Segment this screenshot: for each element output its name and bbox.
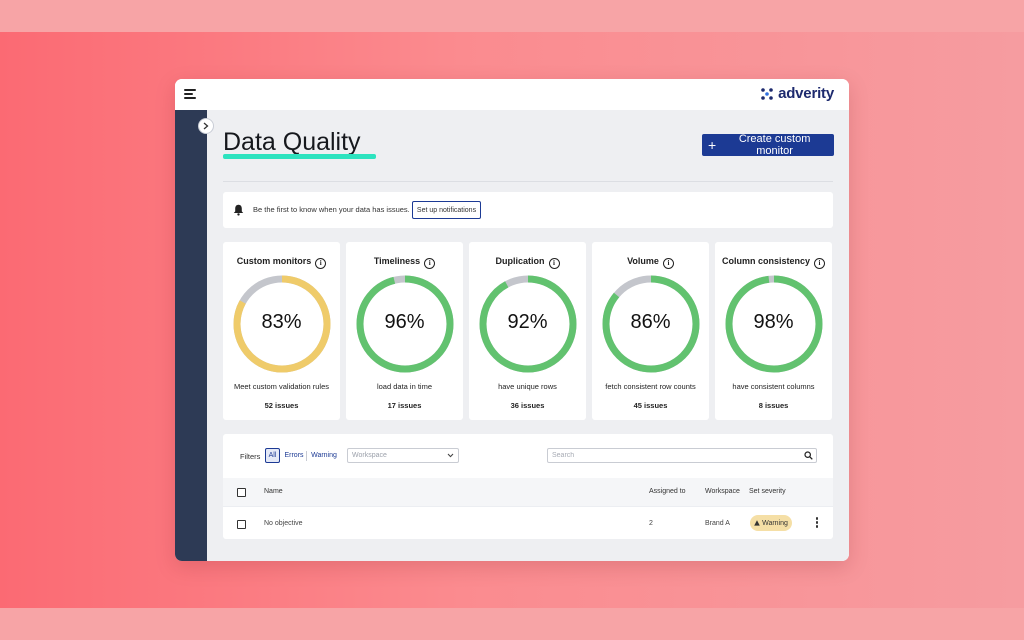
background-band-top — [0, 0, 1024, 32]
metric-cards: Custom monitors i 83% Meet custom validat… — [223, 242, 833, 420]
progress-ring-fill — [356, 275, 454, 373]
notification-banner: Be the first to know when your data has … — [223, 192, 833, 228]
create-custom-monitor-button[interactable]: + Create custom monitor — [702, 133, 834, 157]
progress-ring — [356, 275, 454, 373]
filter-separator — [306, 451, 307, 461]
info-icon[interactable]: i — [662, 258, 674, 269]
progress-ring — [725, 275, 823, 373]
metric-card-custom-monitors[interactable]: Custom monitors i 83% Meet custom validat… — [223, 242, 340, 420]
sidebar — [175, 110, 207, 561]
title-underline — [223, 154, 376, 159]
progress-ring — [602, 275, 700, 373]
monitors-table-panel: Filters All Errors Warning Workspace Nam… — [223, 434, 833, 539]
column-header-set-severity[interactable]: Set severity — [749, 488, 786, 495]
severity-label: Warning — [762, 519, 788, 527]
metric-description: have consistent columns — [732, 382, 815, 391]
metric-description: fetch consistent row counts — [605, 382, 696, 391]
metric-title: Column consistency i — [715, 256, 832, 269]
background-band-bottom — [0, 608, 1024, 640]
app-window: adverity Data Quality + Create custom mo… — [175, 79, 849, 561]
warning-triangle-icon — [754, 520, 760, 526]
row-name: No objective — [264, 520, 303, 527]
brand-logo: adverity — [760, 85, 834, 102]
metric-title: Timeliness i — [346, 256, 463, 269]
row-assigned-to: 2 — [649, 520, 653, 527]
filter-errors[interactable]: Errors — [284, 452, 304, 459]
metric-description: have unique rows — [498, 382, 557, 391]
progress-ring-fill — [479, 275, 577, 373]
progress-ring-fill — [725, 275, 823, 373]
notification-text: Be the first to know when your data has … — [253, 205, 410, 214]
progress-ring-fill — [233, 275, 331, 373]
column-header-assigned-to[interactable]: Assigned to — [649, 488, 686, 495]
divider — [223, 181, 833, 182]
sidebar-expand-button[interactable] — [198, 118, 214, 134]
row-checkbox[interactable] — [237, 520, 246, 529]
progress-ring — [233, 275, 331, 373]
metric-card-timeliness[interactable]: Timeliness i 96% load data in time 17 iss… — [346, 242, 463, 420]
metric-card-column-consistency[interactable]: Column consistency i 98% have consistent … — [715, 242, 832, 420]
metric-title: Custom monitors i — [223, 256, 340, 269]
filter-warning[interactable]: Warning — [311, 452, 337, 459]
metric-issues-count[interactable]: 52 issues — [264, 401, 299, 410]
progress-ring-fill — [602, 275, 700, 373]
page-title: Data Quality — [223, 128, 361, 156]
info-icon[interactable]: i — [548, 258, 560, 269]
hamburger-menu-icon[interactable] — [184, 89, 196, 99]
metric-issues-count[interactable]: 17 issues — [387, 401, 422, 410]
metric-issues-count[interactable]: 8 issues — [758, 401, 789, 410]
metric-percent: 92% — [507, 311, 548, 333]
severity-badge[interactable]: Warning — [750, 515, 792, 531]
metric-card-volume[interactable]: Volume i 86% fetch consistent row counts … — [592, 242, 709, 420]
metric-issues-count[interactable]: 45 issues — [633, 401, 668, 410]
table-row[interactable]: No objective 2 Brand A Warning — [223, 506, 833, 539]
workspace-select-placeholder: Workspace — [352, 452, 387, 459]
metric-description: Meet custom validation rules — [233, 382, 330, 391]
row-workspace: Brand A — [705, 520, 730, 527]
chevron-right-icon — [203, 122, 209, 130]
set-up-notifications-button[interactable]: Set up notifications — [412, 201, 481, 219]
metric-percent: 96% — [384, 311, 425, 333]
info-icon[interactable]: i — [424, 258, 436, 269]
metric-title: Duplication i — [469, 256, 586, 269]
progress-ring — [479, 275, 577, 373]
search-icon[interactable] — [804, 451, 813, 460]
column-header-workspace[interactable]: Workspace — [705, 488, 740, 495]
search-input[interactable] — [547, 448, 817, 463]
brand-name: adverity — [778, 85, 834, 102]
metric-title: Volume i — [592, 256, 709, 269]
row-more-options-icon[interactable] — [815, 517, 819, 529]
chevron-down-icon — [447, 453, 454, 458]
info-icon[interactable]: i — [315, 258, 327, 269]
plus-icon: + — [708, 137, 717, 153]
filter-all[interactable]: All — [265, 448, 280, 463]
table-header: Name Assigned to Workspace Set severity — [223, 478, 833, 506]
metric-percent: 83% — [261, 311, 302, 333]
workspace-select[interactable]: Workspace — [347, 448, 459, 463]
metric-percent: 86% — [630, 311, 671, 333]
metric-issues-count[interactable]: 36 issues — [510, 401, 545, 410]
adverity-logo-icon — [761, 87, 773, 100]
metric-percent: 98% — [753, 311, 794, 333]
info-icon[interactable]: i — [814, 258, 826, 269]
create-custom-monitor-label: Create custom monitor — [738, 133, 811, 157]
metric-card-duplication[interactable]: Duplication i 92% have unique rows 36 iss… — [469, 242, 586, 420]
select-all-checkbox[interactable] — [237, 488, 246, 497]
bell-icon — [233, 204, 244, 216]
column-header-name[interactable]: Name — [264, 488, 283, 495]
top-bar: adverity — [175, 79, 849, 110]
main-content: Data Quality + Create custom monitor Be … — [207, 110, 849, 561]
metric-description: load data in time — [376, 382, 433, 391]
filters-label: Filters — [240, 452, 261, 461]
